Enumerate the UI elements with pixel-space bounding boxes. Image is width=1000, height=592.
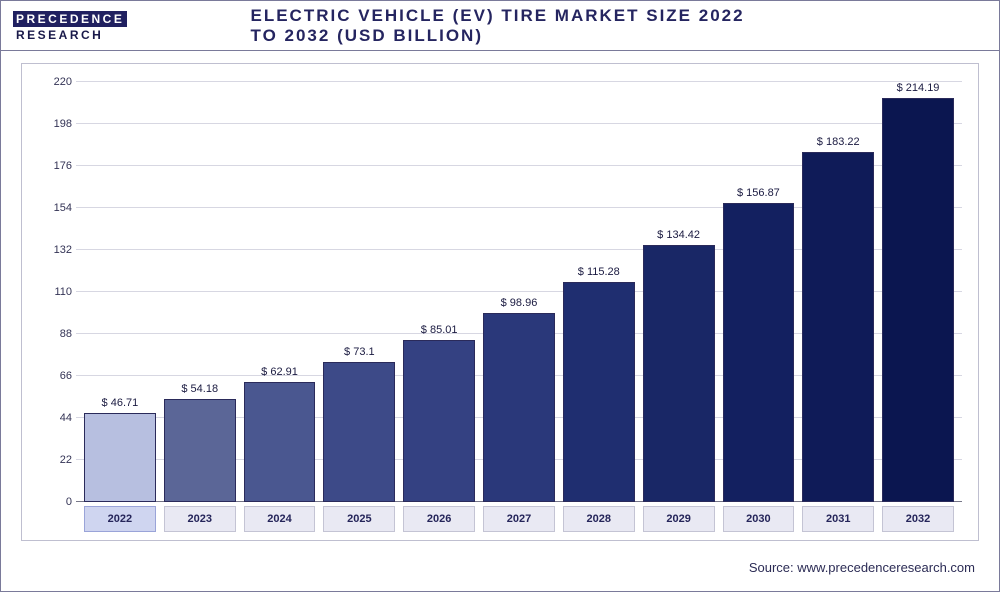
bar-column: $ 98.96	[483, 82, 555, 502]
bar-column: $ 85.01	[403, 82, 475, 502]
y-tick-label: 110	[54, 286, 72, 298]
y-tick-label: 0	[66, 496, 72, 508]
bar	[403, 340, 475, 502]
brand-logo: PRECEDENCE RESEARCH	[13, 11, 127, 41]
y-axis: 022446688110132154176198220	[38, 82, 76, 502]
bar	[882, 98, 954, 502]
bar-column: $ 214.19	[882, 82, 954, 502]
bar-value-label: $ 115.28	[578, 266, 620, 278]
source-attribution: Source: www.precedenceresearch.com	[749, 560, 975, 575]
y-tick-label: 132	[54, 244, 72, 256]
x-category-label: 2028	[563, 506, 635, 532]
bar	[244, 382, 316, 502]
bar-value-label: $ 46.71	[102, 397, 139, 409]
bar-value-label: $ 85.01	[421, 324, 458, 336]
bar-column: $ 156.87	[723, 82, 795, 502]
x-category-label: 2023	[164, 506, 236, 532]
bar-column: $ 183.22	[802, 82, 874, 502]
x-category-label: 2031	[802, 506, 874, 532]
bar-value-label: $ 134.42	[657, 229, 700, 241]
bar	[802, 152, 874, 502]
bar-value-label: $ 183.22	[817, 136, 860, 148]
y-tick-label: 88	[60, 328, 72, 340]
bar	[84, 413, 156, 502]
x-category-label: 2030	[723, 506, 795, 532]
x-category-label: 2025	[323, 506, 395, 532]
x-category-label: 2027	[483, 506, 555, 532]
x-category-label: 2022	[84, 506, 156, 532]
bar-value-label: $ 156.87	[737, 187, 780, 199]
bar-column: $ 73.1	[323, 82, 395, 502]
chart-container: PRECEDENCE RESEARCH ELECTRIC VEHICLE (EV…	[0, 0, 1000, 592]
y-tick-label: 66	[60, 370, 72, 382]
chart-area: 0 22 44 66 88 110 132 154 176 198 220 $ 46.71 $ 54.…	[21, 63, 979, 541]
bar-column: $ 62.91	[244, 82, 316, 502]
bar-column: $ 46.71	[84, 82, 156, 502]
y-tick-label: 220	[54, 76, 72, 88]
x-category-label: 2029	[643, 506, 715, 532]
logo-line1: PRECEDENCE	[13, 11, 127, 27]
bar	[164, 399, 236, 502]
bar-value-label: $ 98.96	[501, 297, 538, 309]
x-axis-labels: 2022 2023 2024 2025 2026 2027 2028 2029 2030 2031…	[76, 506, 962, 532]
y-tick-label: 176	[54, 160, 72, 172]
bar-value-label: $ 73.1	[344, 346, 375, 358]
y-tick-label: 22	[60, 454, 72, 466]
bar	[323, 362, 395, 502]
bar	[643, 245, 715, 502]
bar	[723, 203, 795, 502]
header-bar: PRECEDENCE RESEARCH ELECTRIC VEHICLE (EV…	[1, 1, 999, 51]
bar	[563, 282, 635, 502]
y-tick-label: 44	[60, 412, 72, 424]
y-tick-label: 154	[54, 202, 72, 214]
x-category-label: 2032	[882, 506, 954, 532]
y-tick-label: 198	[54, 118, 72, 130]
bars-group: $ 46.71 $ 54.18 $ 62.91 $ 73.1 $ 85.01 $ 98.9…	[76, 82, 962, 502]
bar-value-label: $ 214.19	[897, 82, 940, 94]
bar-column: $ 54.18	[164, 82, 236, 502]
bar-column: $ 134.42	[643, 82, 715, 502]
x-category-label: 2026	[403, 506, 475, 532]
bar-column: $ 115.28	[563, 82, 635, 502]
bar-value-label: $ 54.18	[181, 383, 218, 395]
bar-value-label: $ 62.91	[261, 366, 298, 378]
x-category-label: 2024	[244, 506, 316, 532]
logo-line2: RESEARCH	[13, 27, 127, 41]
chart-title: ELECTRIC VEHICLE (EV) TIRE MARKET SIZE 2…	[251, 6, 750, 46]
plot: 022446688110132154176198220 $ 46.71$ 54.…	[38, 82, 962, 532]
bar	[483, 313, 555, 502]
